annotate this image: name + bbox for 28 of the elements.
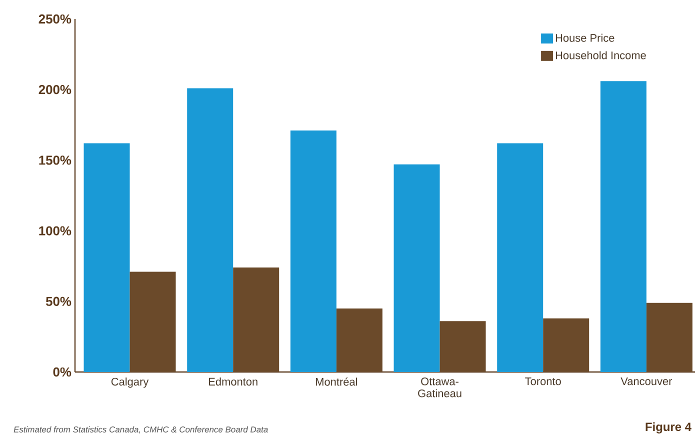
bar: [130, 272, 176, 372]
y-tick-label: 150%: [39, 156, 72, 165]
x-tick-label: Toronto: [525, 378, 561, 386]
bar: [233, 268, 280, 372]
bar: [646, 302, 692, 372]
bar: [336, 308, 382, 372]
bar: [600, 81, 646, 372]
bar: [394, 164, 440, 372]
bar: [543, 318, 590, 372]
bar: [187, 88, 234, 372]
caption: Figure 4: [646, 422, 692, 434]
x-tick-label: Calgary: [111, 378, 149, 388]
y-tick-label: 50%: [46, 296, 72, 306]
y-tick-label: 250%: [38, 14, 72, 24]
bar: [84, 143, 130, 372]
x-tick-label: Ottawa-Gatineau: [418, 378, 462, 398]
bar: [440, 321, 486, 372]
legend-label: Household Income: [556, 51, 646, 60]
bar: [497, 143, 544, 372]
bar: [290, 130, 336, 372]
x-tick-label: Vancouver: [620, 378, 672, 386]
text: Estimated from Statistics Canada, CMHC & Conference Board Data: [14, 426, 268, 434]
x-tick-label: Montréal: [316, 378, 358, 386]
y-tick-label: 200%: [38, 85, 72, 94]
legend-label: House Price: [556, 34, 614, 42]
y-tick-label: 100%: [39, 226, 72, 236]
x-tick-label: Edmonton: [209, 378, 258, 386]
y-tick-label: 0%: [53, 367, 72, 377]
